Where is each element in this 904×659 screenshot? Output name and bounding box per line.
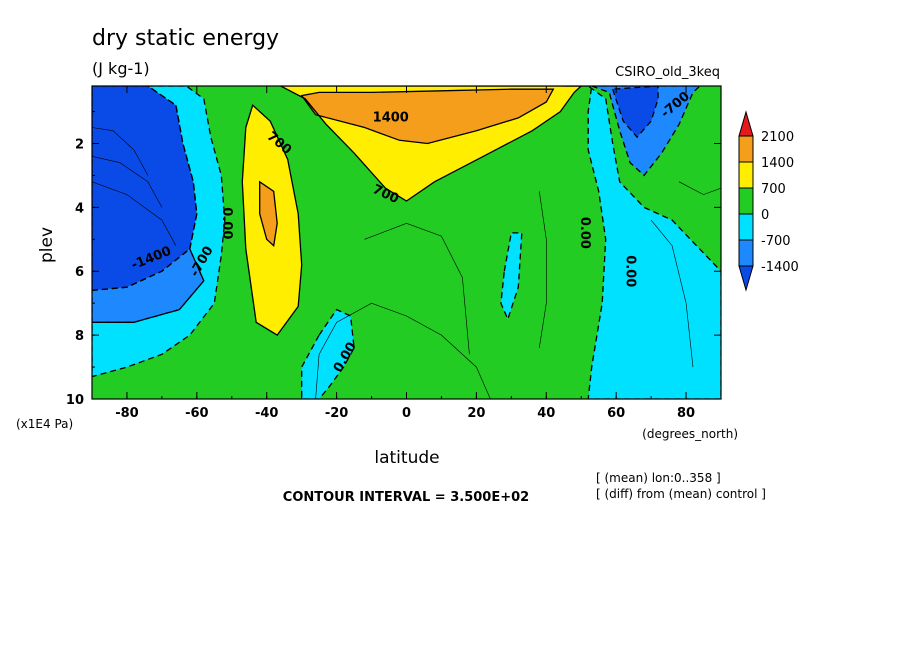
y-tick-label: 10 (66, 393, 84, 408)
isoline (678, 181, 721, 195)
y-axis-ticks: 2 4 6 8 10 (66, 111, 721, 408)
region-tropical-neg (301, 309, 355, 399)
contour-lines (92, 86, 721, 399)
colorbar-label: 2100 (761, 130, 794, 145)
chart-units: (J kg-1) (92, 59, 150, 78)
colorbar-label: -1400 (761, 260, 799, 275)
colorbar-bottom-arrow (738, 265, 754, 292)
x-tick-label: -80 (115, 406, 139, 421)
region-nh-polar-low (612, 86, 659, 138)
x-tick-label: 0 (402, 406, 411, 421)
contour-tropical-neg (301, 308, 355, 399)
y-axis-label: plev (37, 227, 57, 263)
region-upper-trop-max (301, 89, 554, 144)
contour-sh-polar-mid (92, 247, 205, 323)
y-tick-label: 4 (75, 201, 84, 216)
isoline (364, 222, 470, 355)
x-tick-label: -40 (255, 406, 279, 421)
region-sh-polar-mid (92, 248, 204, 323)
y-tick-label: 2 (75, 137, 84, 152)
x-tick-label: -60 (185, 406, 209, 421)
colorbar-box (738, 187, 754, 215)
isoline (92, 181, 177, 246)
region-nh-neg-column (563, 86, 721, 399)
y-axis-units: (x1E4 Pa) (16, 417, 73, 431)
model-name: CSIRO_old_3keq (615, 65, 720, 80)
contour-interval: CONTOUR INTERVAL = 3.500E+02 (283, 490, 529, 505)
contour-sh-mid-max (259, 180, 278, 247)
colorbar-box (738, 161, 754, 189)
isoline (539, 191, 547, 348)
colorbar-box (738, 213, 754, 241)
contour-label: 1400 (373, 110, 409, 125)
isoline (92, 127, 149, 176)
note-mean: [ (mean) lon:0..358 ] (596, 471, 721, 485)
colorbar-label: 1400 (761, 156, 794, 171)
region-nh-neg-blob (500, 232, 522, 320)
note-diff: [ (diff) from (mean) control ] (596, 487, 766, 501)
isoline (315, 302, 491, 399)
contour-nh-neg-blob (500, 232, 523, 322)
colorbar-label: -700 (761, 234, 791, 249)
colorbar-label: 0 (761, 208, 769, 223)
isoline (650, 219, 694, 368)
x-tick-label: 40 (537, 406, 555, 421)
x-tick-label: 80 (677, 406, 695, 421)
x-axis-units: (degrees_north) (642, 427, 738, 441)
contour-nh-neg-column (563, 86, 721, 399)
colorbar-box (738, 135, 754, 163)
isoline (92, 156, 163, 208)
region-sh-neg-band (92, 86, 225, 377)
contour-label: 0.00 (219, 207, 234, 239)
x-tick-label: 60 (607, 406, 625, 421)
x-tick-label: 20 (467, 406, 485, 421)
colorbar-box (738, 239, 754, 267)
colorbar-label: 700 (761, 182, 786, 197)
x-axis-label: latitude (374, 448, 439, 468)
x-tick-label: -20 (325, 406, 349, 421)
contour-upper-trop-max (300, 88, 555, 145)
chart-title: dry static energy (92, 26, 279, 51)
region-sh-polar-low (92, 86, 197, 291)
contour-nh-polar-mid (591, 86, 701, 177)
contour-sh-neg-band (92, 86, 226, 378)
colorbar: 2100 1400 700 0 -700 -1400 (738, 110, 799, 292)
contour-label: 0.00 (623, 255, 638, 287)
y-tick-label: 6 (75, 265, 84, 280)
contour-sh-mid-pos (241, 104, 303, 336)
contour-label: 0.00 (577, 217, 592, 249)
contour-upper-trop-pos (280, 86, 583, 202)
contour-nh-polar-low (611, 86, 659, 139)
y-tick-label: 8 (75, 329, 84, 344)
x-axis-ticks: -80 -60 -40 -20 0 20 40 60 80 (91, 86, 722, 421)
